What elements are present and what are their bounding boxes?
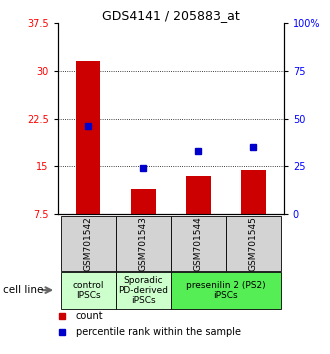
Bar (226, 216, 281, 271)
Bar (76, 61, 100, 214)
Bar (241, 170, 266, 214)
Text: GSM701545: GSM701545 (249, 216, 258, 271)
Bar (115, 272, 171, 309)
Bar (131, 189, 156, 214)
Text: GSM701543: GSM701543 (139, 216, 148, 271)
Text: GSM701544: GSM701544 (194, 216, 203, 271)
Text: Sporadic
PD-derived
iPSCs: Sporadic PD-derived iPSCs (118, 275, 168, 305)
Bar (171, 216, 226, 271)
Bar (115, 216, 171, 271)
Bar (171, 272, 281, 309)
Text: percentile rank within the sample: percentile rank within the sample (76, 327, 241, 337)
Title: GDS4141 / 205883_at: GDS4141 / 205883_at (102, 9, 240, 22)
Text: count: count (76, 311, 104, 321)
Text: control
IPSCs: control IPSCs (72, 281, 104, 299)
Text: GSM701542: GSM701542 (83, 216, 93, 271)
Bar (60, 272, 116, 309)
Bar (60, 216, 116, 271)
Text: presenilin 2 (PS2)
iPSCs: presenilin 2 (PS2) iPSCs (186, 281, 266, 299)
Text: cell line: cell line (3, 285, 44, 295)
Bar (186, 176, 211, 214)
